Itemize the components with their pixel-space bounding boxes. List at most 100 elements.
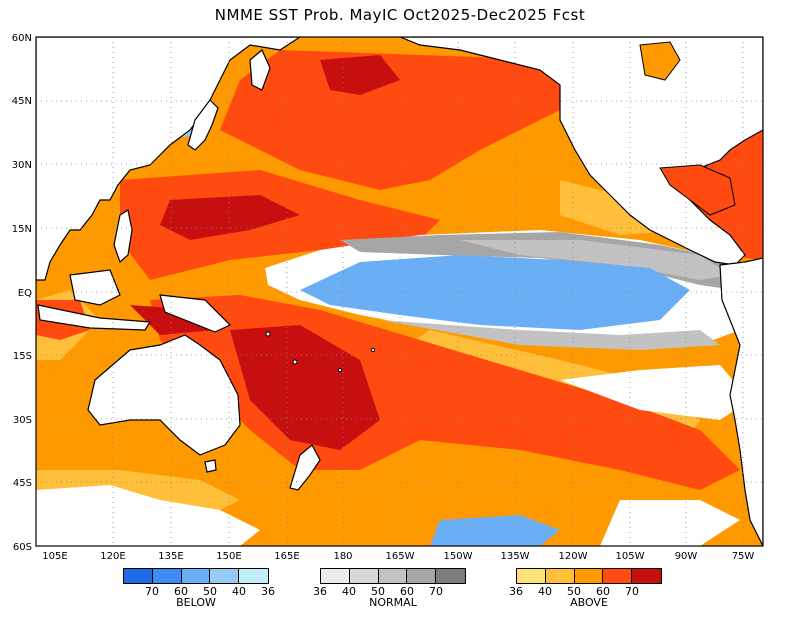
legend-tick: 50 bbox=[371, 585, 385, 598]
legend-normal: 36 40 50 60 70 NORMAL bbox=[313, 568, 466, 609]
legend-swatch bbox=[124, 569, 153, 583]
legend-swatch bbox=[574, 569, 604, 583]
map-fields bbox=[36, 37, 763, 546]
below-50-southern-patch bbox=[430, 515, 560, 546]
map-title: NMME SST Prob. MayIC Oct2025-Dec2025 Fcs… bbox=[214, 6, 586, 24]
normal-band-south bbox=[380, 320, 720, 350]
tasmania-land bbox=[204, 459, 217, 473]
legend-tick: 40 bbox=[342, 585, 356, 598]
legend-below-ticks: 70 60 50 40 36 bbox=[123, 584, 275, 598]
legend-swatch bbox=[349, 569, 379, 583]
lat-label: 45N bbox=[12, 96, 32, 107]
lon-label: 165W bbox=[386, 551, 415, 562]
lon-label: 135W bbox=[501, 551, 530, 562]
gridlines bbox=[36, 37, 763, 546]
new-guinea-land bbox=[159, 294, 232, 333]
kamchatka-land bbox=[249, 49, 271, 91]
above-70-patch bbox=[160, 195, 300, 240]
lon-label: 150E bbox=[216, 551, 241, 562]
lat-label: 45S bbox=[13, 478, 32, 489]
above-60-north-pacific bbox=[220, 50, 560, 190]
lon-label: 105W bbox=[616, 551, 645, 562]
legend-tick: 40 bbox=[232, 585, 246, 598]
lat-label: 30N bbox=[12, 160, 32, 171]
legend-above-name: ABOVE bbox=[570, 596, 608, 609]
legend-normal-swatches bbox=[320, 568, 466, 584]
legend-tick: 36 bbox=[261, 585, 275, 598]
island bbox=[265, 331, 271, 337]
above-70-patch bbox=[230, 325, 380, 450]
lat-label: 60N bbox=[12, 33, 32, 44]
philippines-land bbox=[113, 209, 133, 264]
above-60-west-pacific bbox=[120, 170, 440, 280]
lon-label: 120W bbox=[559, 551, 588, 562]
legend-normal-name: NORMAL bbox=[369, 596, 417, 609]
gulf-of-mexico-water bbox=[659, 164, 736, 216]
legend-below-swatches bbox=[123, 568, 269, 584]
north-america-land bbox=[399, 37, 763, 266]
equal-chances-south bbox=[36, 485, 260, 546]
lon-label: 90W bbox=[675, 551, 698, 562]
legend-swatch bbox=[321, 569, 350, 583]
map-frame bbox=[35, 36, 764, 547]
legend-swatch bbox=[632, 569, 661, 583]
island bbox=[337, 367, 343, 373]
lat-label: 15S bbox=[13, 351, 32, 362]
legend-tick: 36 bbox=[313, 585, 327, 598]
legend-below-name: BELOW bbox=[176, 596, 216, 609]
latitude-labels: 60N 45N 30N 15N EQ 15S 30S 45S 60S bbox=[12, 33, 32, 553]
normal-band-north bbox=[340, 232, 735, 290]
lon-label: 105E bbox=[42, 551, 67, 562]
new-zealand-land bbox=[289, 444, 321, 491]
legend-swatch bbox=[517, 569, 546, 583]
legend-swatch bbox=[407, 569, 437, 583]
legend-swatch bbox=[378, 569, 408, 583]
legend-tick: 40 bbox=[538, 585, 552, 598]
legend-swatch bbox=[239, 569, 268, 583]
legend-swatch bbox=[152, 569, 182, 583]
lat-label: EQ bbox=[18, 288, 32, 299]
legend-above-swatches bbox=[516, 568, 662, 584]
normal-band-north-light bbox=[460, 240, 730, 280]
island bbox=[370, 347, 376, 353]
equal-chances-southeast bbox=[560, 365, 750, 420]
legend-normal-ticks: 36 40 50 60 70 bbox=[313, 584, 466, 598]
legend-below: 70 60 50 40 36 BELOW bbox=[123, 568, 275, 609]
above-70-patch bbox=[320, 55, 400, 95]
lat-label: 30S bbox=[13, 415, 32, 426]
lon-label: 135E bbox=[158, 551, 183, 562]
legend-tick: 60 bbox=[400, 585, 414, 598]
equal-chances-south-2 bbox=[600, 500, 740, 546]
legend-swatch bbox=[545, 569, 575, 583]
lon-label: 75W bbox=[732, 551, 755, 562]
legend-tick: 70 bbox=[625, 585, 639, 598]
legend-tick: 50 bbox=[203, 585, 217, 598]
borneo-land bbox=[69, 269, 121, 306]
asia-landmass bbox=[36, 37, 302, 281]
legend-tick: 70 bbox=[145, 585, 159, 598]
lat-label: 60S bbox=[13, 542, 32, 553]
legend-tick: 60 bbox=[596, 585, 610, 598]
legend-swatch bbox=[210, 569, 240, 583]
java-sumatra-land bbox=[37, 304, 152, 331]
lon-label: 150W bbox=[444, 551, 473, 562]
legend-above-ticks: 36 40 50 60 70 bbox=[509, 584, 662, 598]
hudson-bay-water bbox=[639, 41, 681, 81]
legend-swatch bbox=[181, 569, 211, 583]
lon-label: 180 bbox=[333, 551, 352, 562]
lon-label: 165E bbox=[274, 551, 299, 562]
legend-swatch bbox=[436, 569, 465, 583]
australia-land bbox=[87, 334, 241, 456]
legend-tick: 36 bbox=[509, 585, 523, 598]
island bbox=[292, 359, 298, 365]
legend-tick: 70 bbox=[429, 585, 443, 598]
lat-label: 15N bbox=[12, 224, 32, 235]
legend-tick: 60 bbox=[174, 585, 188, 598]
legend-above: 36 40 50 60 70 ABOVE bbox=[509, 568, 662, 609]
south-america-land bbox=[719, 257, 763, 546]
legend-tick: 50 bbox=[567, 585, 581, 598]
below-50-equatorial-tongue bbox=[300, 255, 690, 330]
longitude-labels: 105E 120E 135E 150E 165E 180 165W 150W 1… bbox=[42, 551, 754, 562]
lon-label: 120E bbox=[100, 551, 125, 562]
